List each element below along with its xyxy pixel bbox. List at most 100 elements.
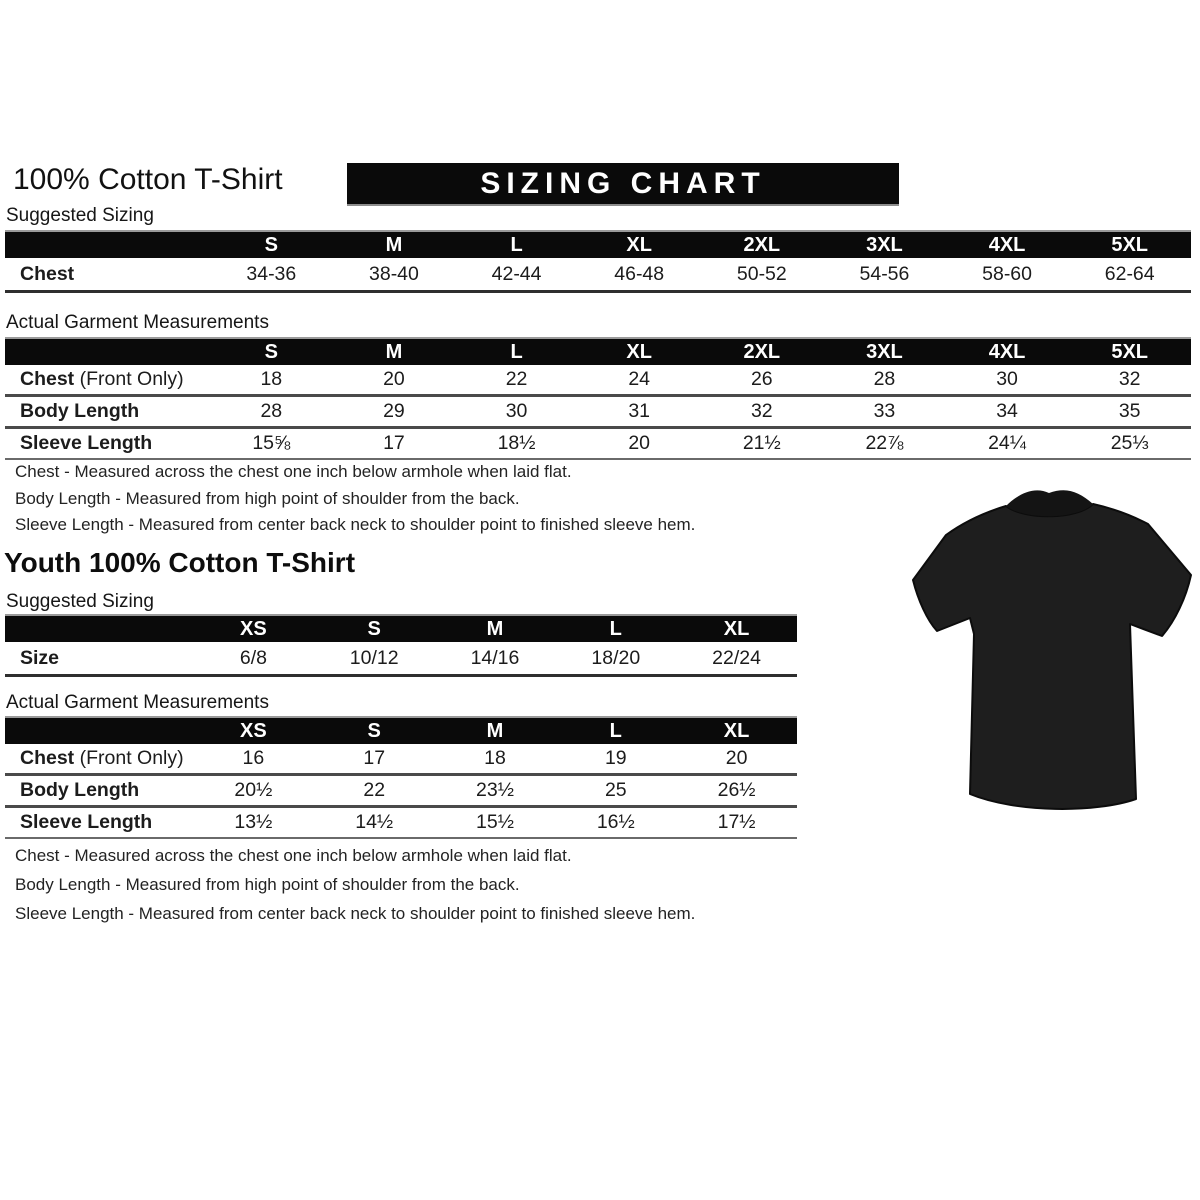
row-label: Chest (20, 262, 75, 285)
size-column-header: 3XL (866, 233, 903, 256)
measurement-cell: 34 (996, 400, 1018, 422)
measurement-cell: 24 (628, 368, 651, 390)
size-column-header: L (609, 719, 622, 742)
measurement-cell: 58-60 (982, 262, 1032, 285)
table-header-row: XS S M L XL (5, 614, 797, 642)
measurement-cell: 16½ (596, 811, 635, 833)
size-column-header: L (609, 617, 622, 640)
row-label: Chest (Front Only) (20, 368, 184, 390)
measurement-cell: 22 (363, 779, 386, 801)
measurement-note: Chest - Measured across the chest one in… (15, 462, 572, 481)
measurement-cell: 10/12 (349, 646, 399, 669)
table-row: Chest (Front Only) 16 17 18 19 20 (5, 744, 797, 776)
table-row: Sleeve Length 15⅝ 17 18½ 20 21½ 22⅞ 24¼ 25⅓ (5, 429, 1191, 460)
row-label: Sleeve Length (20, 432, 153, 454)
measurement-note: Sleeve Length - Measured from center bac… (15, 515, 696, 534)
adult-suggested-sizing-table: S M L XL 2XL 3XL 4XL 5XL Chest 34-36 38-40 42-44 46-… (5, 230, 1191, 293)
measurement-cell: 6/8 (239, 646, 267, 669)
size-column-header: XL (626, 340, 652, 363)
measurement-cell: 54-56 (859, 262, 910, 285)
table-row: Body Length 28 29 30 31 32 33 34 35 (5, 397, 1191, 429)
measurement-cell: 31 (628, 400, 651, 422)
measurement-cell: 20 (725, 747, 748, 769)
size-column-header: 2XL (743, 233, 781, 256)
measurement-cell: 26½ (717, 779, 756, 801)
measurement-cell: 23½ (476, 779, 514, 801)
size-column-header: 2XL (743, 340, 781, 363)
measurement-cell: 30 (996, 368, 1018, 390)
row-label: Chest (Front Only) (20, 747, 184, 769)
size-column-header: XS (240, 617, 267, 640)
table-row: Body Length 20½ 22 23½ 25 26½ (5, 776, 797, 808)
measurement-cell: 16 (242, 747, 265, 769)
measurement-note: Body Length - Measured from high point o… (15, 488, 520, 508)
size-column-header: 5XL (1111, 340, 1149, 363)
measurement-cell: 32 (750, 400, 773, 422)
measurement-cell: 32 (1118, 368, 1141, 390)
size-column-header: XS (240, 719, 267, 742)
measurement-cell: 17 (363, 747, 386, 769)
size-column-header: S (264, 340, 278, 363)
measurement-cell: 22/24 (712, 646, 761, 669)
row-label: Body Length (20, 400, 140, 422)
table-row: Chest 34-36 38-40 42-44 46-48 50-52 54-56 58-60… (5, 258, 1191, 293)
youth-section-title: Youth 100% Cotton T-Shirt (4, 547, 356, 578)
measurement-note: Chest - Measured across the chest one in… (15, 846, 572, 865)
row-label: Size (20, 646, 60, 669)
measurement-cell: 13½ (234, 811, 273, 833)
measurement-cell: 20½ (234, 779, 273, 801)
measurement-cell: 22⅞ (865, 432, 904, 454)
table-header-row: S M L XL 2XL 3XL 4XL 5XL (5, 337, 1191, 365)
table-row: Size 6/8 10/12 14/16 18/20 22/24 (5, 642, 797, 677)
youth-suggested-sizing-label: Suggested Sizing (6, 591, 154, 612)
measurement-cell: 18 (260, 368, 283, 390)
size-column-header: L (510, 340, 523, 363)
measurement-cell: 18 (484, 747, 506, 769)
table-header-row: S M L XL 2XL 3XL 4XL 5XL (5, 230, 1191, 258)
measurement-cell: 25 (604, 779, 627, 801)
tshirt-silhouette (912, 503, 1192, 810)
measurement-note: Body Length - Measured from high point o… (15, 875, 520, 894)
tshirt-collar (1006, 490, 1093, 517)
measurement-cell: 46-48 (614, 262, 665, 285)
size-column-header: L (510, 233, 523, 256)
measurement-cell: 15½ (476, 811, 514, 833)
size-column-header: XL (723, 617, 750, 640)
adult-actual-measurements-table: S M L XL 2XL 3XL 4XL 5XL Chest (Front Only) 18 20 2… (5, 337, 1191, 460)
youth-actual-measurements-label: Actual Garment Measurements (6, 692, 269, 713)
size-column-header: XL (626, 233, 652, 256)
measurement-cell: 34-36 (246, 262, 297, 285)
youth-suggested-sizing-table: XS S M L XL Size 6/8 10/12 14/16 18/20 22/24 (5, 614, 797, 677)
adult-suggested-sizing-label: Suggested Sizing (6, 205, 154, 226)
measurement-cell: 14/16 (470, 646, 520, 669)
measurement-cell: 25⅓ (1110, 432, 1149, 454)
measurement-cell: 20 (628, 432, 651, 454)
size-column-header: 3XL (866, 340, 903, 363)
measurement-cell: 17 (383, 432, 405, 454)
measurement-cell: 50-52 (736, 262, 787, 285)
measurement-cell: 15⅝ (252, 432, 291, 454)
row-label: Body Length (20, 779, 140, 801)
table-header-row: XS S M L XL (5, 716, 797, 744)
black-tshirt-image (896, 472, 1198, 832)
measurement-cell: 22 (505, 368, 528, 390)
size-column-header: M (486, 719, 504, 742)
table-row: Chest (Front Only) 18 20 22 24 26 28 30 32 (5, 365, 1191, 397)
size-column-header: M (385, 340, 403, 363)
measurement-cell: 38-40 (369, 262, 419, 285)
youth-measurement-notes: Chest - Measured across the chest one in… (15, 841, 695, 928)
measurement-cell: 42-44 (491, 262, 542, 285)
adult-actual-measurements-label: Actual Garment Measurements (6, 312, 269, 333)
youth-actual-measurements-table: XS S M L XL Chest (Front Only) 16 17 18 19 20 Body … (5, 716, 797, 839)
measurement-cell: 20 (383, 368, 405, 390)
measurement-cell: 33 (873, 400, 896, 422)
size-column-header: S (264, 233, 278, 256)
size-column-header: 5XL (1111, 233, 1149, 256)
table-row: Sleeve Length 13½ 14½ 15½ 16½ 17½ (5, 808, 797, 839)
measurement-cell: 17½ (717, 811, 756, 833)
measurement-cell: 19 (604, 747, 627, 769)
measurement-cell: 35 (1118, 400, 1141, 422)
size-column-header: M (486, 617, 504, 640)
size-column-header: 4XL (988, 340, 1026, 363)
size-column-header: S (367, 617, 381, 640)
